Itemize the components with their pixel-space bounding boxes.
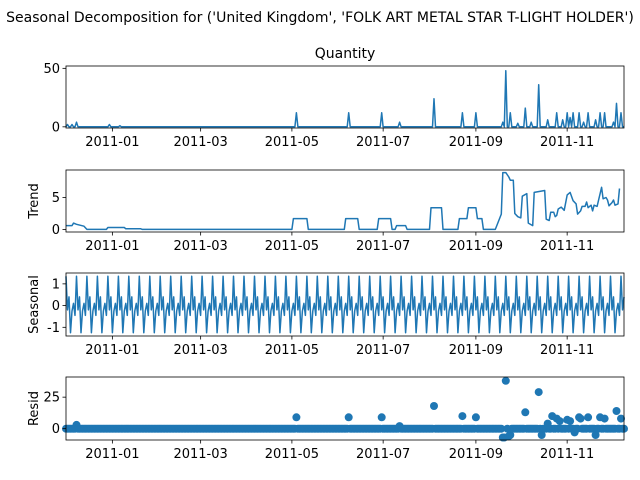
resid-point: [617, 414, 625, 423]
resid-ylabel: Resid: [27, 391, 42, 426]
observed-panel: 0 50 2011-01 2011-03 2011-05 2011-07 2011-09 20…: [43, 46, 625, 150]
seasonal-series-line: [65, 275, 625, 334]
resid-point: [600, 414, 609, 423]
resid-point: [566, 417, 575, 426]
trend-axes-frame: [65, 169, 625, 233]
trend-xtick-label: 2011-11: [540, 239, 594, 254]
seasonal-plot-area: [65, 275, 625, 334]
seasonal-xtick-label: 2011-01: [85, 343, 139, 358]
seasonal-xtick-label: 2011-03: [173, 343, 227, 358]
resid-point: [344, 413, 353, 422]
observed-axes-frame: [65, 65, 625, 129]
seasonal-xtick-label: 2011-07: [356, 343, 410, 358]
seasonal-ytick-label: 0: [52, 299, 60, 314]
resid-xtick-label: 2011-05: [265, 447, 319, 462]
trend-ytick-label: 0: [52, 223, 60, 238]
observed-xtick-label: 2011-09: [449, 135, 503, 150]
quantity-series-line: [65, 69, 624, 128]
observed-ytick-label: 50: [43, 62, 60, 77]
resid-point: [591, 431, 600, 439]
figure-suptitle: Seasonal Decomposition for ('United King…: [6, 10, 634, 26]
seasonal-ytick-label: 1: [52, 277, 60, 292]
seasonal-axes-frame: [65, 272, 625, 337]
resid-xtick-label: 2011-11: [540, 447, 594, 462]
trend-panel: 0 5 2011-01 2011-03 2011-05 2011-07 2011-09 201…: [27, 169, 625, 254]
resid-point: [430, 402, 438, 410]
observed-ytick-label: 0: [52, 120, 60, 135]
resid-point: [612, 407, 621, 415]
resid-ytick-label: 0: [52, 422, 60, 437]
resid-plot-area: [62, 376, 628, 442]
observed-title: Quantity: [315, 46, 376, 62]
observed-xtick-label: 2011-07: [356, 135, 410, 150]
trend-plot-area: [66, 171, 621, 231]
resid-xtick-label: 2011-01: [85, 447, 139, 462]
resid-point: [521, 408, 530, 417]
resid-point: [576, 414, 585, 423]
seasonal-xtick-label: 2011-05: [265, 343, 319, 358]
seasonal-xtick-label: 2011-09: [449, 343, 503, 358]
resid-axes-frame: [65, 376, 625, 441]
observed-xtick-label: 2011-01: [85, 135, 139, 150]
resid-point: [292, 413, 301, 422]
resid-point: [471, 413, 480, 422]
resid-panel: 0 25 2011-01 2011-03 2011-05 2011-07 2011-09 20…: [27, 376, 628, 462]
resid-point: [584, 413, 593, 422]
observed-plot-area: [65, 69, 624, 128]
resid-point: [501, 376, 510, 385]
resid-xtick-label: 2011-09: [449, 447, 503, 462]
resid-point: [537, 431, 546, 439]
trend-ytick-label: 5: [52, 191, 60, 206]
trend-xtick-label: 2011-03: [173, 239, 227, 254]
resid-point: [506, 431, 515, 439]
resid-point: [534, 388, 543, 397]
observed-xtick-label: 2011-11: [540, 135, 594, 150]
resid-point: [377, 413, 386, 422]
resid-point: [497, 424, 506, 433]
seasonal-xtick-label: 2011-11: [540, 343, 594, 358]
resid-point: [555, 417, 564, 426]
trend-ylabel: Trend: [27, 183, 42, 220]
trend-xtick-label: 2011-01: [85, 239, 139, 254]
seasonal-panel: -1 0 1 2011-01 2011-03 2011-05 2011-07 2011-09 2…: [27, 272, 625, 358]
resid-point: [458, 412, 467, 421]
observed-xtick-label: 2011-05: [265, 135, 319, 150]
trend-xtick-label: 2011-09: [449, 239, 503, 254]
resid-ytick-label: 25: [43, 391, 60, 406]
trend-xtick-label: 2011-07: [356, 239, 410, 254]
seasonal-ytick-label: -1: [47, 321, 60, 336]
observed-xtick-label: 2011-03: [173, 135, 227, 150]
resid-xtick-label: 2011-03: [173, 447, 227, 462]
trend-xtick-label: 2011-05: [265, 239, 319, 254]
trend-series-line: [66, 171, 621, 231]
seasonal-ylabel: Seasonal: [27, 275, 42, 334]
resid-xtick-label: 2011-07: [356, 447, 410, 462]
